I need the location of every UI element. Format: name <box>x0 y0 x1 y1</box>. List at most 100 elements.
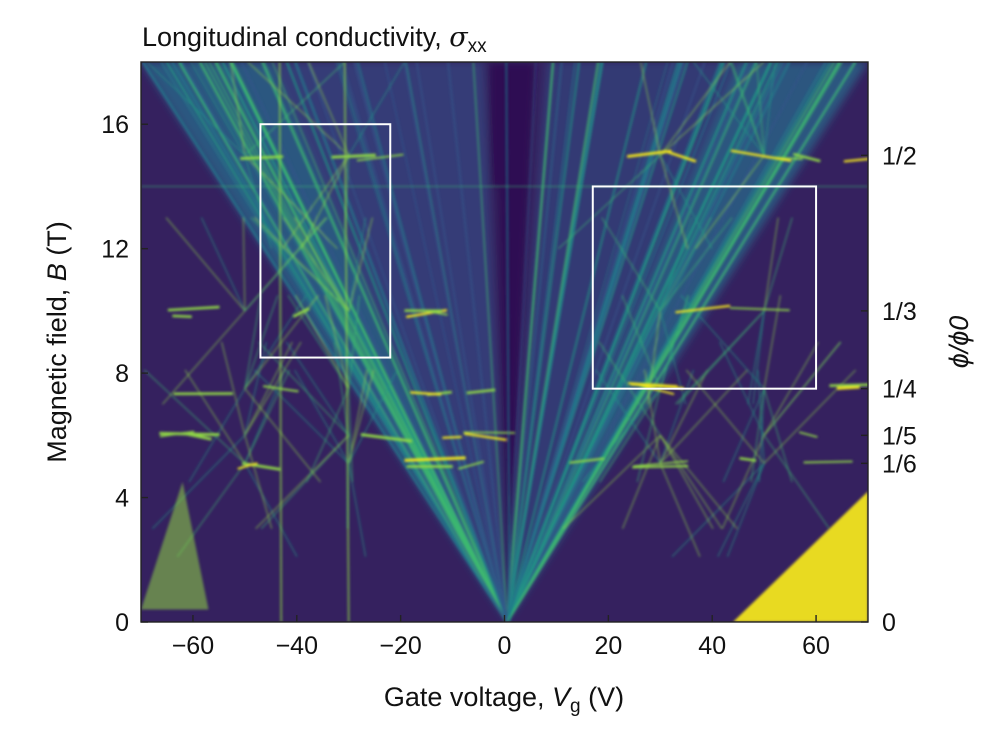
fan-line <box>659 463 701 557</box>
fan-line <box>146 62 246 156</box>
fan-line <box>640 62 661 156</box>
x-tick-label: −60 <box>172 632 214 660</box>
fan-line <box>244 217 329 312</box>
x-tick-label: 20 <box>594 632 622 660</box>
fan-line <box>348 62 405 156</box>
fan-line <box>659 217 733 312</box>
fan-line <box>240 62 509 622</box>
fan-line <box>348 369 368 464</box>
fan-line <box>621 435 661 529</box>
fan-line <box>506 62 726 622</box>
fan-line <box>506 62 756 622</box>
bright-feature <box>739 456 757 462</box>
fan-line <box>348 463 367 557</box>
fan-line <box>348 295 361 389</box>
fan-line <box>255 434 350 530</box>
bright-feature <box>675 304 731 314</box>
bright-feature <box>729 307 790 312</box>
bright-feature <box>159 430 195 438</box>
fan-line <box>348 217 367 311</box>
fan-line <box>204 62 508 622</box>
charge-neutral-region <box>494 62 536 622</box>
y-tick-label: 12 <box>101 236 129 264</box>
chart-title: Longitudinal conductivity, σxx <box>142 22 487 57</box>
fan-line <box>659 369 748 464</box>
bright-feature <box>464 432 507 441</box>
fan-line <box>348 388 353 483</box>
fan-line <box>143 369 246 464</box>
x-axis-label: Gate voltage, Vg (V) <box>384 682 624 717</box>
fan-line <box>685 369 765 464</box>
x-tick-label: −20 <box>379 632 421 660</box>
bright-feature <box>843 157 868 163</box>
fan-line <box>403 62 509 622</box>
fan-line <box>353 62 508 622</box>
fan-line <box>300 155 350 249</box>
fan-line <box>717 463 765 557</box>
bright-feature <box>278 62 283 622</box>
bright-feature <box>442 435 462 439</box>
y-axis-label: Magnetic field, B (T) <box>42 221 72 463</box>
bright-feature <box>798 431 818 438</box>
fan-line <box>659 155 713 249</box>
fan-line <box>505 62 555 622</box>
fan-line <box>757 369 765 464</box>
fan-line <box>294 62 509 622</box>
bright-feature <box>360 433 413 443</box>
fan-line <box>308 62 350 156</box>
bright-corner <box>732 491 868 622</box>
fan-line <box>244 295 262 389</box>
fan-line <box>160 62 509 622</box>
fan-line <box>348 217 374 312</box>
bright-feature <box>343 62 350 622</box>
fan-line <box>506 62 836 622</box>
fan-line <box>726 463 765 557</box>
x-tick-label: 40 <box>698 632 726 660</box>
bright-corner <box>141 482 209 610</box>
bright-feature <box>836 385 860 390</box>
fan-line <box>763 295 781 389</box>
y-tick-label: 4 <box>115 485 129 513</box>
fan-line <box>184 369 246 464</box>
bright-feature <box>630 383 685 390</box>
fan-line <box>506 62 786 622</box>
bright-feature <box>356 153 404 162</box>
fan-line <box>306 388 350 483</box>
fan-line <box>142 62 509 622</box>
fan-line <box>261 62 509 622</box>
fan-line <box>161 310 246 405</box>
highlight-box <box>259 123 392 359</box>
fan-line <box>151 434 246 530</box>
fan-line <box>165 217 246 312</box>
fan-line <box>506 62 563 622</box>
fan-line <box>659 434 738 530</box>
bright-feature <box>240 155 284 160</box>
fan-line <box>506 62 751 622</box>
fan-line <box>244 155 273 249</box>
bright-feature <box>730 149 792 163</box>
fan-line <box>415 62 508 622</box>
y2-tick-label: 1/4 <box>882 376 917 404</box>
fan-line <box>214 62 508 622</box>
x-tick-label: 0 <box>498 632 512 660</box>
bright-feature <box>803 460 853 464</box>
fan-line <box>558 154 661 250</box>
bright-feature <box>505 62 511 622</box>
fan-line <box>763 434 830 530</box>
fan-line <box>294 369 350 464</box>
fan-line <box>472 62 508 622</box>
y-tick-label: 0 <box>115 609 129 637</box>
bright-feature <box>458 460 485 470</box>
bright-feature <box>172 314 192 319</box>
fan-line <box>659 435 723 529</box>
fan-line <box>505 62 773 622</box>
fan-line <box>722 388 765 483</box>
fan-line <box>506 62 604 622</box>
y2-axis-label: ϕ/ϕ0 <box>944 316 974 369</box>
fan-line <box>190 62 246 156</box>
fan-line <box>506 62 827 622</box>
bright-feature <box>292 307 310 318</box>
fan-line <box>230 62 246 156</box>
fan-line <box>348 369 375 464</box>
fan-line <box>229 62 509 622</box>
